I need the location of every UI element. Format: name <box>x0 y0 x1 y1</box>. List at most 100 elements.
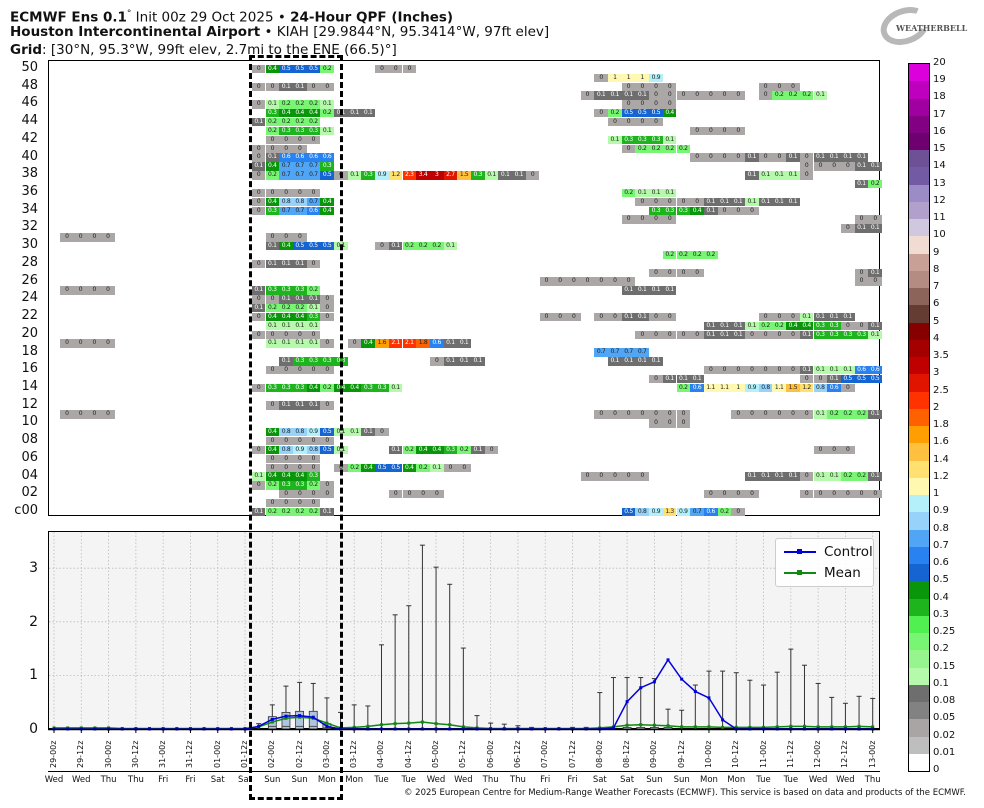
heatmap-y-label: 08 <box>21 432 38 448</box>
x-tick-label: 01-00z <box>212 740 222 768</box>
series-point-mean <box>420 720 424 724</box>
series-point-control <box>666 658 670 662</box>
heatmap-cell: 0.6 <box>306 153 321 162</box>
heatmap-cell: 0 <box>265 135 280 145</box>
plot-y-label: 1 <box>29 667 38 684</box>
heatmap-cell: 0 <box>827 490 841 499</box>
heatmap-cell: 0 <box>525 171 540 180</box>
heatmap-cell: 0.1 <box>703 206 718 215</box>
heatmap-y-label: 12 <box>21 396 38 412</box>
heatmap-cell: 0.2 <box>457 445 471 455</box>
heatmap-cell: 0.2 <box>279 304 293 313</box>
heatmap-cell: 0.1 <box>854 179 869 189</box>
x-tick-label: 09-00z <box>649 740 659 768</box>
day-label: Fri <box>540 775 551 785</box>
heatmap-cell: 0.1 <box>265 153 280 162</box>
heatmap-cell: 0 <box>292 135 307 145</box>
weatherbell-logo: WEATHERBELL <box>875 0 967 52</box>
heatmap-cell: 0 <box>306 498 321 508</box>
heatmap-cell: 0 <box>292 490 307 499</box>
heatmap-cell: 0.7 <box>635 348 650 357</box>
series-point-mean <box>802 724 806 728</box>
heatmap-cell: 0.3 <box>306 126 321 136</box>
colorbar-bin <box>909 494 929 513</box>
heatmap-cell: 0 <box>265 295 280 304</box>
heatmap-cell: 0 <box>662 100 677 109</box>
heatmap-cell: 0 <box>484 445 499 455</box>
heatmap-cell: 0.9 <box>306 428 321 437</box>
heatmap-cell: 0 <box>292 330 307 339</box>
colorbar-label: 0.2 <box>933 643 949 655</box>
heatmap-cell: 0 <box>703 91 718 100</box>
heatmap-cell: 0.7 <box>292 171 307 180</box>
heatmap-cell: 0 <box>279 463 293 472</box>
colorbar-bin <box>909 477 929 496</box>
heatmap-cell: 0 <box>320 312 334 322</box>
series-point-mean <box>366 724 370 728</box>
colorbar-bin <box>909 753 929 771</box>
heatmap-cell: 0.2 <box>292 507 307 517</box>
heatmap-cell: 1 <box>608 73 622 83</box>
heatmap-cell: 0 <box>251 312 266 322</box>
colorbar-label: 0 <box>933 764 940 775</box>
heatmap-cell: 0 <box>840 383 855 393</box>
heatmap-cell: 0.1 <box>690 374 704 384</box>
heatmap-y-label: 48 <box>21 77 38 93</box>
heatmap-cell: 0 <box>306 366 321 375</box>
heatmap-cell: 0.1 <box>306 295 321 304</box>
colorbar-bin <box>909 649 929 668</box>
heatmap-cell: 0.7 <box>621 348 636 357</box>
heatmap-cell: 0 <box>265 463 280 472</box>
heatmap-cell: 0 <box>539 277 554 286</box>
heatmap-cell: 0.2 <box>279 117 293 127</box>
heatmap-cell: 0 <box>320 339 334 348</box>
heatmap-cell: 0.7 <box>292 162 307 171</box>
heatmap-cell: 0.2 <box>840 410 855 419</box>
x-tick-label: 13-00z <box>867 740 877 768</box>
heatmap-cell: 0.1 <box>868 410 882 419</box>
heatmap-cell: 0.1 <box>649 357 663 366</box>
heatmap-cell: 0.6 <box>320 153 334 162</box>
x-tick-label: 29-12z <box>76 740 86 768</box>
heatmap-cell: 0 <box>347 339 362 348</box>
heatmap-cell: 0.2 <box>265 481 280 490</box>
heatmap-cell: 1.2 <box>799 383 814 393</box>
heatmap-cell: 0.7 <box>608 348 622 357</box>
x-tick-label: 12-12z <box>840 740 850 768</box>
heatmap-cell: 0.5 <box>320 242 334 251</box>
heatmap-y-label: 44 <box>21 113 38 129</box>
heatmap-cell: 0.3 <box>292 126 307 136</box>
heatmap-cell: 0 <box>306 188 321 198</box>
series-point-mean <box>270 720 274 724</box>
heatmap-cell: 0 <box>73 339 88 348</box>
model-name: ECMWF Ens 0.1 <box>10 9 127 26</box>
heatmap-cell: 0.6 <box>292 153 307 162</box>
day-label: Thu <box>509 775 526 785</box>
x-tick-label: 05-00z <box>431 740 441 768</box>
heatmap-cell: 0.1 <box>635 357 650 366</box>
heatmap-cell: 0 <box>662 268 677 277</box>
colorbar-label: 1.8 <box>933 419 949 431</box>
heatmap-cell: 0.1 <box>799 330 814 339</box>
heatmap-cell: 0 <box>772 366 787 375</box>
heatmap-cell: 0 <box>279 454 293 464</box>
heatmap-cell: 0 <box>306 82 321 91</box>
heatmap-cell: 0.1 <box>306 321 321 331</box>
series-point-mean <box>461 725 465 729</box>
x-tick-label: 30-00z <box>103 740 113 768</box>
heatmap-cell: 0 <box>813 162 828 171</box>
heatmap-cell: 0.5 <box>868 374 882 384</box>
day-label: Mon <box>317 775 336 785</box>
heatmap-cell: 0 <box>265 144 280 153</box>
heatmap-cell: 0 <box>553 312 567 322</box>
heatmap-cell: 0 <box>580 277 595 286</box>
heatmap-cell: 0 <box>320 436 334 446</box>
heatmap-cell: 0.9 <box>375 171 389 180</box>
heatmap-cell: 0.1 <box>813 91 828 100</box>
heatmap-cell: 0 <box>649 91 663 100</box>
colorbar-bin <box>909 235 929 254</box>
series-point-mean <box>871 725 875 729</box>
heatmap-cell: 0.6 <box>827 383 841 393</box>
station-name: Houston Intercontinental Airport <box>10 24 261 40</box>
